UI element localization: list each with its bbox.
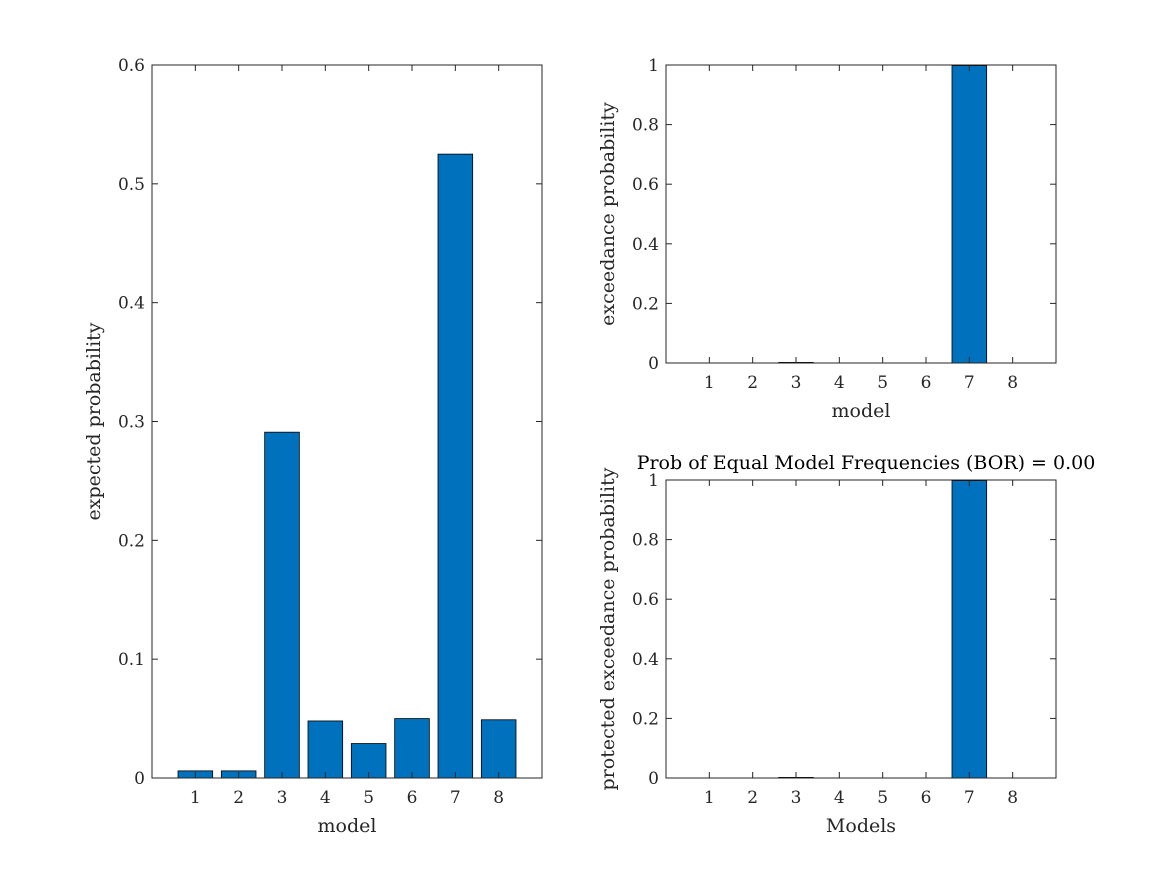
protected-x-tick-label: 6 [921, 788, 932, 808]
expected-y-tick-label: 0.4 [118, 294, 145, 314]
protected-y-tick-label: 1 [648, 471, 659, 491]
protected-y-tick-label: 0 [648, 769, 659, 789]
exceedance-y-tick-label: 1 [648, 56, 659, 76]
exceedance-x-axis-label: model [832, 400, 891, 422]
expected-bar-model-3 [264, 431, 300, 779]
exceedance-x-tick-label: 3 [791, 373, 802, 393]
protected-x-tick-label: 5 [877, 788, 888, 808]
protected-x-tick-label: 1 [704, 788, 715, 808]
expected-axes-box [151, 64, 543, 779]
expected-y-tick-label: 0.3 [118, 413, 145, 433]
expected-x-tick-label: 3 [277, 788, 288, 808]
protected-exceedance-probability-chart: 1 2 3 4 5 6 7 8 0 0.2 0.4 0.6 0.8 1 Models protected ex… [597, 452, 1095, 837]
expected-bar-model-6 [394, 718, 430, 779]
protected-y-tick-label: 0.8 [632, 531, 659, 551]
exceedance-bar-model-7 [951, 65, 988, 364]
expected-y-tick-label: 0 [134, 769, 145, 789]
expected-probability-chart: 1 2 3 4 5 6 7 8 0 0.1 0.2 0.3 0.4 0.5 0.6 model expected… [83, 56, 543, 837]
expected-y-tick-label: 0.2 [118, 531, 145, 551]
protected-y-tick-label: 0.2 [632, 709, 659, 729]
expected-bar-model-7 [437, 153, 474, 779]
expected-x-tick-label: 5 [363, 788, 374, 808]
exceedance-x-tick-label: 6 [921, 373, 932, 393]
exceedance-y-tick-label: 0 [648, 354, 659, 374]
protected-x-tick-label: 2 [747, 788, 758, 808]
exceedance-x-tick-label: 2 [747, 373, 758, 393]
exceedance-axes-box [665, 64, 1057, 364]
protected-x-tick-label: 3 [791, 788, 802, 808]
exceedance-y-axis-label: exceedance probability [597, 102, 619, 326]
protected-x-tick-label: 7 [964, 788, 975, 808]
protected-y-tick-label: 0.6 [632, 590, 659, 610]
exceedance-probability-chart: 1 2 3 4 5 6 7 8 0 0.2 0.4 0.6 0.8 1 model exceedance pr… [597, 56, 1057, 422]
expected-x-tick-label: 4 [320, 788, 331, 808]
expected-bar-model-4 [307, 720, 344, 779]
protected-chart-title: Prob of Equal Model Frequencies (BOR) = … [637, 452, 1096, 474]
expected-y-tick-label: 0.1 [118, 650, 145, 670]
protected-axes-box [665, 479, 1057, 779]
expected-y-tick-label: 0.6 [118, 56, 145, 76]
exceedance-y-tick-label: 0.8 [632, 116, 659, 136]
exceedance-x-tick-label: 4 [834, 373, 845, 393]
exceedance-y-tick-label: 0.4 [632, 235, 659, 255]
expected-x-tick-label: 6 [407, 788, 418, 808]
exceedance-x-tick-label: 8 [1007, 373, 1018, 393]
exceedance-x-tick-label: 5 [877, 373, 888, 393]
exceedance-y-tick-label: 0.6 [632, 175, 659, 195]
protected-x-tick-label: 4 [834, 788, 845, 808]
expected-x-tick-label: 8 [493, 788, 504, 808]
expected-x-axis-label: model [318, 815, 377, 837]
exceedance-x-tick-label: 7 [964, 373, 975, 393]
expected-x-tick-label: 1 [190, 788, 201, 808]
expected-bar-model-8 [480, 719, 517, 779]
expected-x-tick-label: 7 [450, 788, 461, 808]
expected-y-tick-label: 0.5 [118, 175, 145, 195]
protected-bar-model-7 [951, 480, 988, 779]
exceedance-y-tick-label: 0.2 [632, 294, 659, 314]
expected-x-tick-label: 2 [233, 788, 244, 808]
protected-y-axis-label: protected exceedance probability [597, 467, 619, 790]
protected-x-axis-label: Models [826, 815, 896, 837]
expected-y-axis-label: expected probability [83, 322, 105, 520]
protected-y-tick-label: 0.4 [632, 650, 659, 670]
exceedance-x-tick-label: 1 [704, 373, 715, 393]
protected-x-tick-label: 8 [1007, 788, 1018, 808]
